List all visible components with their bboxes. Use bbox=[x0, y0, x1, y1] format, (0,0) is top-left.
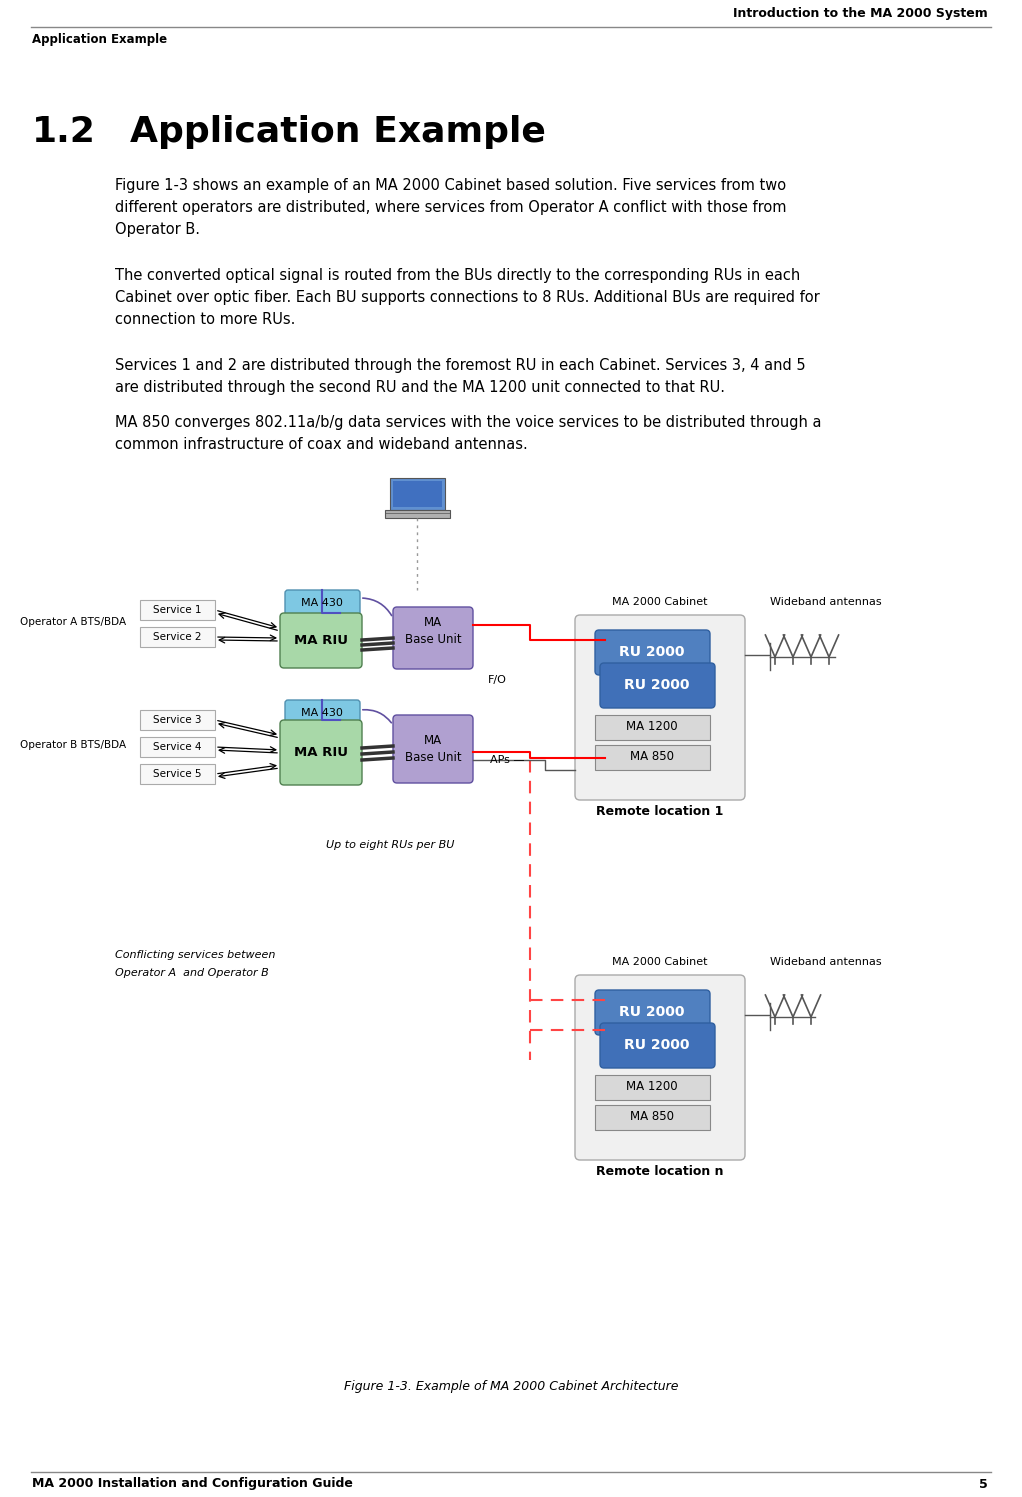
FancyBboxPatch shape bbox=[600, 663, 715, 708]
FancyBboxPatch shape bbox=[600, 1022, 715, 1067]
Bar bbox=[595, 1075, 710, 1100]
FancyBboxPatch shape bbox=[393, 606, 473, 669]
Text: Wideband antennas: Wideband antennas bbox=[770, 957, 882, 967]
Text: Service 4: Service 4 bbox=[152, 743, 201, 751]
Text: RU 2000: RU 2000 bbox=[619, 1004, 685, 1019]
Text: RU 2000: RU 2000 bbox=[619, 645, 685, 659]
Text: Figure 1-3. Example of MA 2000 Cabinet Architecture: Figure 1-3. Example of MA 2000 Cabinet A… bbox=[343, 1380, 679, 1394]
Text: Conflicting services between: Conflicting services between bbox=[115, 951, 275, 960]
Text: MA 850: MA 850 bbox=[630, 1111, 673, 1124]
Bar bbox=[140, 627, 215, 647]
Bar bbox=[385, 510, 450, 518]
Text: Introduction to the MA 2000 System: Introduction to the MA 2000 System bbox=[733, 6, 988, 19]
Text: MA 1200: MA 1200 bbox=[626, 1081, 678, 1093]
Text: Operator A BTS/BDA: Operator A BTS/BDA bbox=[20, 617, 126, 627]
Text: Services 1 and 2 are distributed through the foremost RU in each Cabinet. Servic: Services 1 and 2 are distributed through… bbox=[115, 358, 805, 395]
Text: MA RIU: MA RIU bbox=[294, 633, 349, 647]
Bar bbox=[140, 710, 215, 731]
FancyBboxPatch shape bbox=[280, 612, 362, 668]
Text: MA 2000 Cabinet: MA 2000 Cabinet bbox=[612, 597, 708, 606]
Bar bbox=[595, 1105, 710, 1130]
Text: Service 5: Service 5 bbox=[152, 769, 201, 778]
Text: RU 2000: RU 2000 bbox=[624, 678, 690, 692]
Text: Application Example: Application Example bbox=[130, 115, 546, 150]
Text: 1.2: 1.2 bbox=[32, 115, 96, 150]
Text: Remote location n: Remote location n bbox=[596, 1165, 724, 1178]
FancyBboxPatch shape bbox=[280, 720, 362, 784]
Text: Up to eight RUs per BU: Up to eight RUs per BU bbox=[326, 840, 454, 850]
Bar bbox=[390, 478, 445, 510]
Text: F/O: F/O bbox=[487, 675, 507, 686]
Text: MA 430: MA 430 bbox=[301, 597, 343, 608]
Text: Application Example: Application Example bbox=[32, 33, 168, 46]
Bar bbox=[595, 746, 710, 769]
FancyBboxPatch shape bbox=[595, 990, 710, 1034]
FancyBboxPatch shape bbox=[285, 590, 360, 615]
Text: MA RIU: MA RIU bbox=[294, 746, 349, 759]
Text: MA
Base Unit: MA Base Unit bbox=[405, 615, 461, 647]
Bar bbox=[393, 481, 442, 507]
Text: MA 2000 Cabinet: MA 2000 Cabinet bbox=[612, 957, 708, 967]
Text: Service 2: Service 2 bbox=[152, 632, 201, 642]
Text: APs —: APs — bbox=[490, 754, 524, 765]
Text: MA 430: MA 430 bbox=[301, 708, 343, 719]
Text: Remote location 1: Remote location 1 bbox=[596, 805, 724, 817]
Text: Figure 1-3 shows an example of an MA 2000 Cabinet based solution. Five services : Figure 1-3 shows an example of an MA 200… bbox=[115, 178, 787, 238]
Text: MA 850 converges 802.11a/b/g data services with the voice services to be distrib: MA 850 converges 802.11a/b/g data servic… bbox=[115, 415, 822, 452]
FancyBboxPatch shape bbox=[595, 630, 710, 675]
Text: Service 1: Service 1 bbox=[152, 605, 201, 615]
FancyBboxPatch shape bbox=[393, 716, 473, 783]
Text: RU 2000: RU 2000 bbox=[624, 1037, 690, 1052]
Text: The converted optical signal is routed from the BUs directly to the correspondin: The converted optical signal is routed f… bbox=[115, 268, 820, 328]
Text: Operator A  and Operator B: Operator A and Operator B bbox=[115, 969, 269, 978]
Text: MA
Base Unit: MA Base Unit bbox=[405, 734, 461, 763]
Bar bbox=[595, 716, 710, 740]
Bar bbox=[140, 763, 215, 784]
Text: 5: 5 bbox=[979, 1478, 988, 1491]
Text: MA 1200: MA 1200 bbox=[626, 720, 678, 734]
Text: MA 850: MA 850 bbox=[630, 750, 673, 763]
Text: MA 2000 Installation and Configuration Guide: MA 2000 Installation and Configuration G… bbox=[32, 1478, 353, 1491]
Text: Service 3: Service 3 bbox=[152, 716, 201, 725]
FancyBboxPatch shape bbox=[575, 975, 745, 1160]
Bar bbox=[140, 600, 215, 620]
Text: Wideband antennas: Wideband antennas bbox=[770, 597, 882, 606]
FancyBboxPatch shape bbox=[575, 615, 745, 799]
Text: Operator B BTS/BDA: Operator B BTS/BDA bbox=[20, 740, 126, 750]
FancyBboxPatch shape bbox=[285, 701, 360, 726]
Bar bbox=[140, 737, 215, 757]
